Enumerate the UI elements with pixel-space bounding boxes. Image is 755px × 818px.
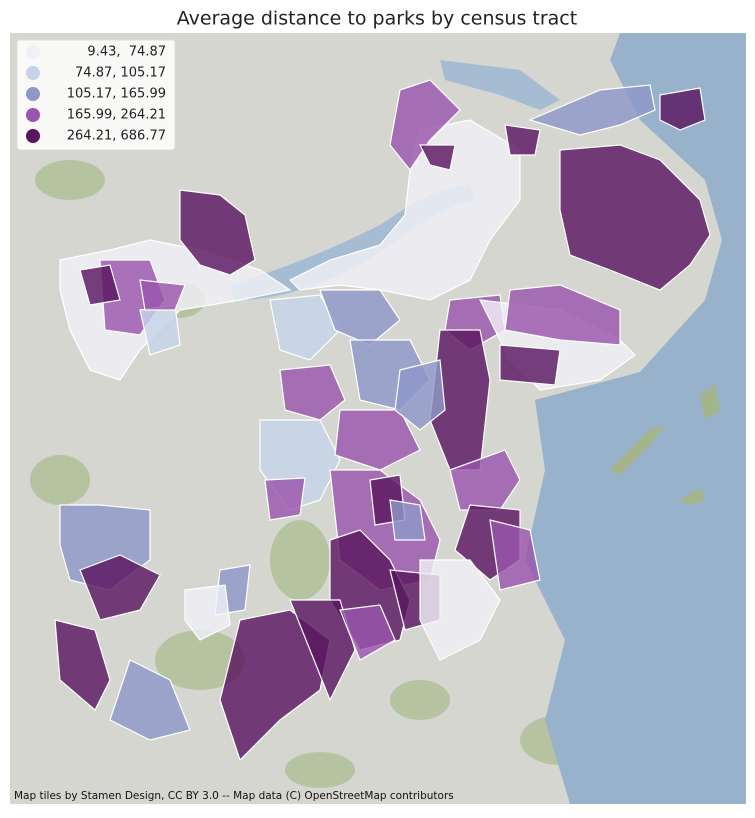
tract xyxy=(419,559,501,661)
legend-label: 264.21, 686.77 xyxy=(67,129,166,144)
tract xyxy=(79,264,121,306)
legend-swatch xyxy=(26,66,40,80)
map-title: Average distance to parks by census trac… xyxy=(177,8,577,30)
mystic-river xyxy=(440,60,560,110)
tract xyxy=(319,289,401,346)
tract xyxy=(334,409,421,471)
legend-swatch xyxy=(26,45,40,59)
tract xyxy=(54,619,111,711)
legend-box xyxy=(16,39,176,151)
tract xyxy=(288,119,521,301)
basemap xyxy=(10,33,746,804)
tract xyxy=(489,519,541,591)
tract xyxy=(559,144,711,291)
tract xyxy=(179,189,256,276)
tract xyxy=(139,279,186,311)
tract xyxy=(659,87,706,131)
tract xyxy=(279,364,346,421)
tract xyxy=(528,84,656,136)
tract xyxy=(109,659,191,741)
legend-swatch xyxy=(26,87,40,101)
legend-label: 74.87, 105.17 xyxy=(71,66,166,81)
tract xyxy=(264,477,306,521)
legend-label: 105.17, 165.99 xyxy=(67,87,166,102)
harbor-water xyxy=(525,33,746,804)
islands xyxy=(610,385,720,505)
tract xyxy=(389,499,426,541)
tract xyxy=(339,604,396,661)
tract xyxy=(449,449,521,511)
tract xyxy=(394,359,446,431)
legend-label: 9.43, 74.87 xyxy=(83,45,166,60)
tract xyxy=(79,554,161,621)
tract xyxy=(504,124,541,156)
tract xyxy=(289,599,356,702)
tract xyxy=(499,344,561,386)
tract xyxy=(504,284,621,346)
legend-label: 165.99, 264.21 xyxy=(67,108,166,123)
tract xyxy=(269,294,341,361)
tract xyxy=(419,144,456,171)
tract xyxy=(184,584,231,641)
legend: 9.43, 74.87 74.87, 105.17 105.17, 165.99 1… xyxy=(16,39,176,151)
census-tracts xyxy=(54,79,711,762)
legend-swatch xyxy=(26,108,40,122)
attribution: Map tiles by Stamen Design, CC BY 3.0 --… xyxy=(14,790,454,802)
tract xyxy=(389,79,461,172)
legend-swatch xyxy=(26,129,40,143)
